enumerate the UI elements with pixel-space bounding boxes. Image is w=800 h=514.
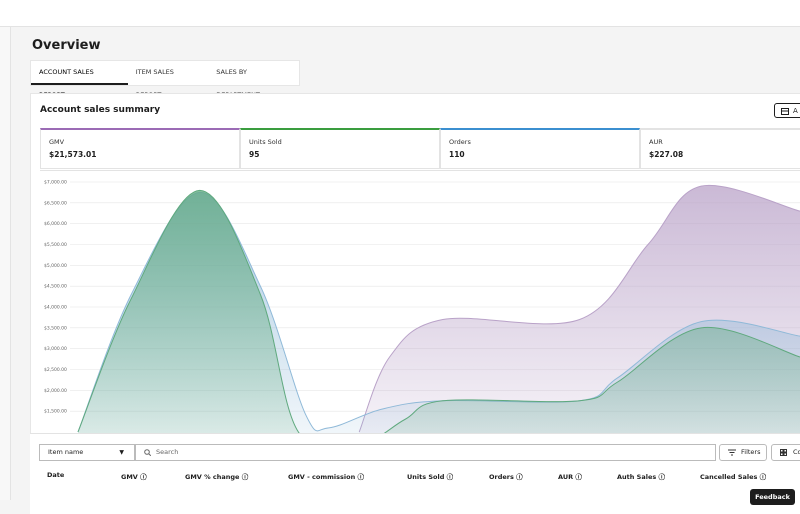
- column-header: AUR ⓘ: [558, 473, 582, 481]
- column-header: GMV - commission ⓘ: [288, 473, 364, 481]
- y-tick-label: $5,000.00: [44, 263, 67, 269]
- metric-label: GMV: [49, 138, 65, 146]
- y-tick-label: $3,500.00: [44, 325, 67, 331]
- search-placeholder: Search: [156, 448, 179, 456]
- button-label: A: [793, 107, 798, 115]
- area-line: [358, 184, 800, 433]
- y-tick-label: $5,500.00: [44, 242, 67, 248]
- metric-tile[interactable]: Orders 110: [440, 128, 640, 169]
- metric-tile[interactable]: Units Sold 95: [240, 128, 440, 169]
- y-tick-label: $2,000.00: [44, 388, 67, 394]
- card-title: Account sales summary: [40, 105, 161, 115]
- column-header: GMV % change ⓘ: [185, 473, 249, 481]
- y-tick-label: $4,000.00: [44, 305, 67, 311]
- column-header: GMV ⓘ: [121, 473, 147, 481]
- y-tick-label: $6,500.00: [44, 200, 67, 206]
- metric-label: Orders: [449, 138, 471, 146]
- metric-tile[interactable]: GMV $21,573.01: [40, 128, 240, 169]
- metric-value: $227.08: [649, 150, 684, 159]
- metric-tile[interactable]: AUR $227.08: [640, 128, 800, 169]
- button-label: Co: [793, 448, 800, 456]
- column-header: Cancelled Sales ⓘ: [700, 473, 767, 481]
- metric-value: 110: [449, 150, 465, 159]
- metrics: GMV $21,573.01 Units Sold 95 Orders 110 AUR $22…: [40, 128, 800, 171]
- y-tick-label: $3,000.00: [44, 346, 67, 352]
- y-tick-label: $2,500.00: [44, 367, 67, 373]
- areas: [77, 184, 800, 433]
- icon: [781, 108, 789, 115]
- y-tick-label: $1,500.00: [44, 409, 67, 415]
- metric-label: AUR: [649, 138, 663, 146]
- filters-button[interactable]: Filters: [719, 444, 767, 461]
- top-bar: [0, 0, 800, 27]
- page-title: Overview: [32, 38, 101, 53]
- chart: $7,000.00 $6,500.00 $6,000.00 $5,500.00 $5,0…: [44, 180, 800, 433]
- column-header: Auth Sales ⓘ: [617, 473, 665, 481]
- side-bar: [0, 27, 11, 500]
- button-label: Filters: [741, 448, 761, 456]
- y-tick-label: $7,000.00: [44, 180, 67, 186]
- item-select[interactable]: Item name ▼: [39, 444, 135, 461]
- column-header: Units Sold ⓘ: [407, 473, 454, 481]
- area: [78, 190, 800, 433]
- search-box[interactable]: Search: [135, 444, 716, 461]
- icon: [728, 449, 736, 456]
- area-line: [77, 189, 800, 433]
- select-label: Item name: [48, 448, 84, 456]
- y-tick-label: $4,500.00: [44, 284, 67, 290]
- metric-value: $21,573.01: [49, 150, 97, 159]
- feedback-button[interactable]: Feedback: [750, 489, 795, 505]
- icon: [144, 449, 151, 456]
- icon: [780, 449, 787, 456]
- columns-button[interactable]: Co: [771, 444, 800, 461]
- metric-value: 95: [249, 150, 260, 159]
- column-header: Date: [47, 471, 65, 479]
- column-header: Orders ⓘ: [489, 473, 523, 481]
- metric-label: Units Sold: [249, 138, 282, 146]
- table-panel: Item name▼ Search Filters Co Date GMV ⓘ GM…: [30, 433, 800, 514]
- add-button[interactable]: A: [774, 103, 800, 118]
- y-tick-label: $6,000.00: [44, 221, 67, 227]
- tabs: ACCOUNT SALES REPORT ITEM SALES REPORT S…: [30, 60, 300, 99]
